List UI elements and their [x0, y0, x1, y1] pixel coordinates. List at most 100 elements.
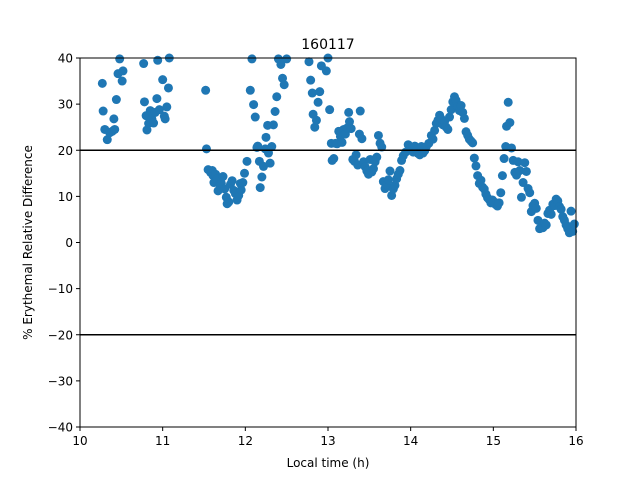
- data-point: [383, 175, 393, 185]
- data-point: [139, 59, 149, 69]
- data-point: [385, 166, 395, 176]
- reference-lines: [80, 149, 576, 336]
- data-point: [428, 134, 438, 144]
- data-point: [566, 206, 576, 216]
- data-point: [110, 124, 120, 134]
- data-point: [118, 66, 128, 76]
- data-point: [218, 172, 228, 182]
- data-point: [344, 107, 354, 117]
- data-point: [115, 54, 125, 64]
- data-point: [351, 150, 361, 160]
- data-point: [307, 88, 317, 98]
- x-tick-label: 13: [320, 434, 335, 448]
- data-point: [160, 114, 170, 124]
- data-point: [321, 66, 331, 76]
- data-point: [238, 178, 248, 188]
- data-point: [372, 152, 382, 162]
- data-point: [325, 105, 335, 115]
- data-point: [162, 102, 172, 112]
- data-point: [98, 106, 108, 116]
- x-axis-label: Local time (h): [287, 456, 370, 470]
- data-point: [373, 130, 383, 140]
- x-axis: 10 11 12 13 14 15 16: [72, 427, 584, 448]
- data-point: [270, 107, 280, 116]
- data-point: [304, 57, 314, 67]
- data-point: [468, 138, 478, 148]
- data-point: [377, 142, 387, 152]
- data-point: [513, 157, 523, 167]
- x-tick-label: 11: [155, 434, 170, 448]
- data-point: [152, 94, 162, 104]
- data-point: [310, 122, 320, 132]
- data-point: [279, 80, 289, 90]
- data-point: [531, 203, 541, 213]
- data-point: [329, 154, 339, 164]
- y-tick-label: −40: [48, 421, 73, 435]
- data-point: [515, 166, 525, 176]
- data-point: [153, 55, 163, 65]
- data-point: [541, 220, 551, 230]
- data-point: [240, 168, 250, 178]
- data-point: [476, 175, 486, 185]
- data-point: [337, 137, 347, 147]
- data-point: [249, 100, 259, 110]
- data-point: [282, 54, 292, 64]
- data-point: [503, 97, 513, 107]
- data-point: [546, 209, 556, 219]
- data-point: [306, 75, 316, 85]
- data-point: [261, 132, 271, 142]
- data-point: [224, 197, 234, 207]
- y-tick-label: −30: [48, 374, 73, 388]
- y-axis: −40 −30 −20 −10 0 10 20 30 40: [48, 52, 80, 435]
- data-point: [505, 118, 515, 128]
- x-tick-label: 10: [72, 434, 87, 448]
- data-point: [253, 141, 263, 151]
- x-tick-label: 12: [238, 434, 253, 448]
- data-point: [497, 171, 507, 181]
- y-tick-label: 20: [58, 144, 73, 158]
- data-point: [257, 172, 267, 182]
- chart-title: 160117: [301, 37, 354, 53]
- data-point: [163, 83, 173, 93]
- data-point: [430, 125, 440, 135]
- data-point: [471, 161, 481, 171]
- data-point: [313, 97, 323, 107]
- data-point: [268, 120, 278, 130]
- data-point: [242, 156, 252, 166]
- data-point: [247, 54, 257, 64]
- x-tick-label: 16: [568, 434, 583, 448]
- data-point: [355, 106, 365, 116]
- data-point: [139, 97, 149, 107]
- data-point: [520, 158, 530, 168]
- data-point: [149, 118, 159, 128]
- x-tick-label: 14: [403, 434, 418, 448]
- data-point: [227, 176, 237, 186]
- data-point: [272, 92, 282, 102]
- data-point: [518, 178, 528, 188]
- data-point: [344, 117, 354, 127]
- data-point: [556, 204, 566, 214]
- y-axis-label: % Erythemal Relative Difference: [21, 145, 35, 340]
- data-point: [117, 76, 127, 86]
- data-point: [315, 87, 325, 97]
- data-point: [265, 158, 275, 168]
- data-point: [276, 59, 286, 69]
- data-point: [516, 192, 526, 202]
- data-point: [469, 153, 479, 163]
- data-point: [255, 183, 265, 193]
- data-point: [111, 95, 121, 105]
- data-point: [267, 142, 277, 152]
- data-point: [459, 113, 469, 123]
- data-point: [395, 166, 405, 176]
- data-point: [569, 219, 579, 229]
- data-point: [525, 188, 535, 198]
- data-point: [521, 166, 531, 176]
- data-point: [346, 124, 356, 134]
- data-point: [357, 134, 367, 144]
- y-tick-label: −10: [48, 282, 73, 296]
- data-point: [154, 105, 164, 115]
- y-tick-label: −20: [48, 328, 73, 342]
- data-point: [236, 185, 246, 195]
- x-tick-label: 15: [486, 434, 501, 448]
